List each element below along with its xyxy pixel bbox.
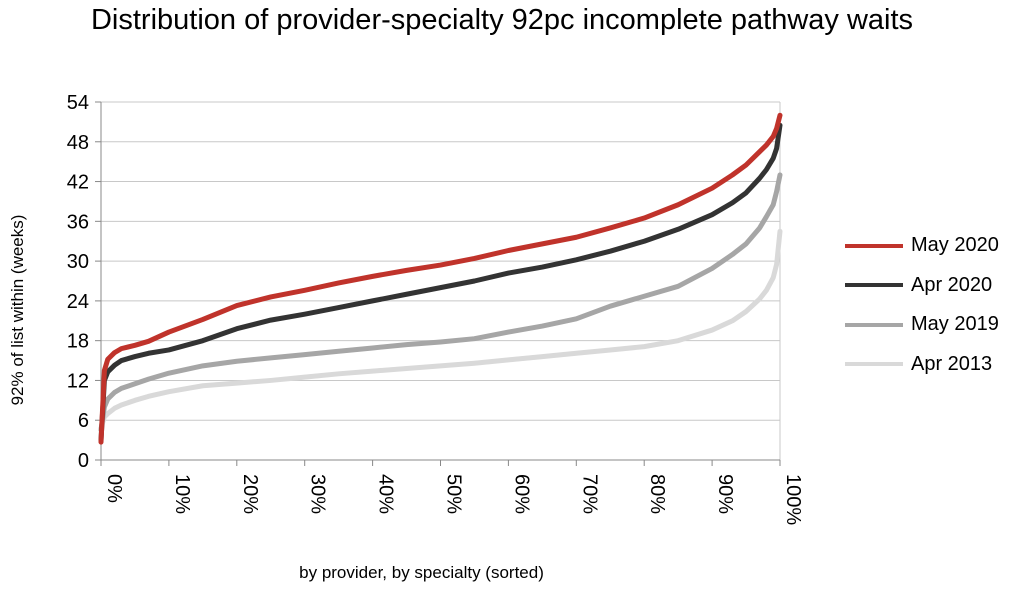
legend-label: May 2019 (911, 313, 999, 336)
y-axis-label: 92% of list within (weeks) (8, 215, 27, 406)
x-tick-label: 60% (510, 474, 532, 514)
legend-item: Apr 2020 (845, 266, 999, 306)
x-tick-label: 50% (443, 474, 465, 514)
legend-item: May 2020 (845, 226, 999, 266)
series-line-apr-2020 (98, 122, 783, 443)
legend-label: Apr 2020 (911, 273, 993, 296)
legend-swatch (845, 362, 903, 367)
y-tick-label: 18 (67, 331, 89, 353)
gridlines (101, 101, 781, 460)
series-line-may-2020 (98, 112, 783, 445)
series-line-apr-2013 (98, 228, 783, 431)
series-lines (98, 112, 783, 445)
chart-title: Distribution of provider-specialty 92pc … (90, 4, 914, 36)
legend-item: May 2019 (845, 305, 999, 345)
y-tick-label: 42 (67, 172, 89, 194)
legend-swatch (845, 243, 903, 248)
y-tick-label: 54 (67, 92, 89, 114)
x-tick-label: 70% (578, 474, 600, 514)
y-tick-label: 24 (67, 291, 89, 313)
legend-label: May 2020 (911, 234, 999, 257)
series-line-may-2019 (98, 172, 783, 433)
legend-swatch (845, 322, 903, 327)
x-tick-label: 20% (239, 474, 261, 514)
x-tick-label: 80% (646, 474, 668, 514)
x-tick-label: 40% (375, 474, 397, 514)
y-tick-label: 6 (78, 410, 89, 432)
x-tick-label: 30% (307, 474, 329, 514)
x-tick-label: 0% (103, 474, 125, 503)
y-tick-label: 30 (67, 251, 89, 273)
y-tick-label: 12 (67, 370, 89, 392)
x-axis-label: by provider, by specialty (sorted) (299, 563, 544, 582)
y-tick-label: 36 (67, 211, 89, 233)
y-tick-label: 0 (78, 450, 89, 472)
x-tick-label: 100% (782, 474, 804, 525)
x-tick-label: 10% (171, 474, 193, 514)
legend-label: Apr 2013 (911, 352, 993, 375)
legend: May 2020 Apr 2020 May 2019 Apr 2013 (845, 226, 999, 384)
tick-labels: 0 6 12 18 24 30 36 42 48 54 0% 10% 20% 30% 40% 50% 60% 70… (8, 92, 804, 582)
legend-swatch (845, 283, 903, 288)
y-tick-label: 48 (67, 132, 89, 154)
legend-item: Apr 2013 (845, 345, 999, 385)
x-tick-label: 90% (714, 474, 736, 514)
